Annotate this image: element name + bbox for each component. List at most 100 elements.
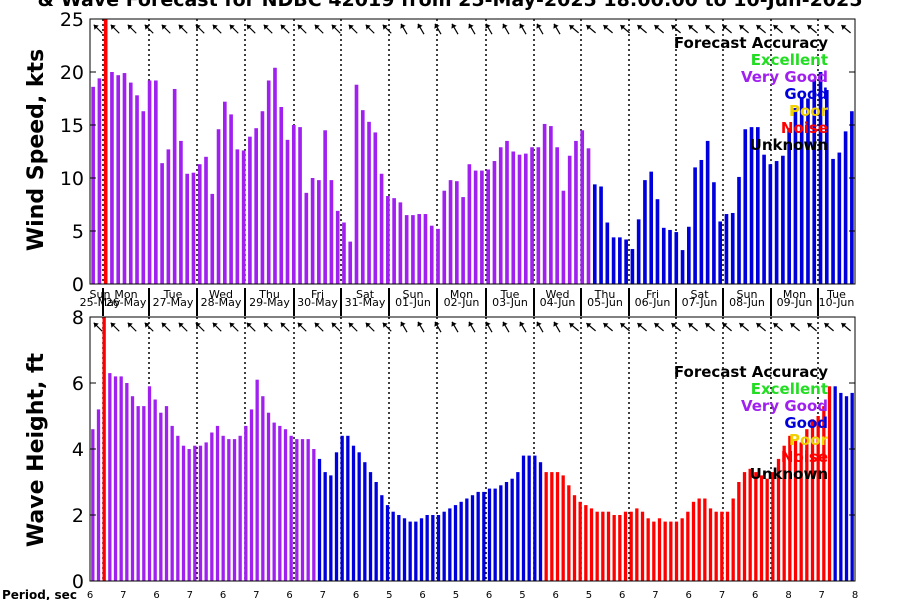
wave-bar bbox=[181, 445, 186, 581]
wave-direction-arrow bbox=[620, 322, 630, 332]
legend-item: Excellent bbox=[751, 51, 828, 69]
period-value: 6 bbox=[619, 590, 625, 600]
period-value: 8 bbox=[785, 590, 791, 600]
legend-item: Poor bbox=[789, 431, 829, 449]
wave-bar bbox=[720, 511, 724, 581]
legend-item: Unknown bbox=[750, 136, 828, 154]
day-date-label: 25-May bbox=[80, 296, 121, 309]
wind-speed-panel: 0 5 10 15 20 25 bbox=[60, 9, 856, 296]
arrow-head bbox=[178, 322, 184, 328]
arrow-head bbox=[519, 321, 525, 327]
wave-direction-arrow bbox=[536, 321, 544, 333]
wave-bar bbox=[606, 511, 611, 581]
wave-bar bbox=[385, 505, 390, 581]
wind-ytick-label: 10 bbox=[60, 168, 84, 190]
arrow-head bbox=[688, 25, 694, 31]
arrow-head bbox=[400, 321, 406, 327]
wind-bar bbox=[342, 222, 346, 284]
wave-bar bbox=[793, 439, 798, 581]
arrow-head bbox=[382, 322, 388, 328]
wave-bar bbox=[164, 406, 169, 581]
wave-bar bbox=[816, 416, 820, 581]
wave-bar bbox=[221, 435, 225, 581]
wind-bar bbox=[712, 182, 716, 284]
arrow-head bbox=[434, 23, 440, 29]
wind-bar bbox=[185, 173, 190, 284]
wave-bar bbox=[113, 376, 118, 581]
wave-bar bbox=[153, 399, 157, 581]
wave-bar bbox=[612, 515, 616, 581]
wave-bar bbox=[312, 449, 316, 581]
wind-bar bbox=[241, 150, 246, 284]
wind-bar bbox=[586, 148, 591, 284]
arrow-head bbox=[212, 24, 218, 30]
wave-direction-arrow bbox=[110, 322, 120, 332]
wind-bar bbox=[398, 202, 403, 284]
wind-direction-arrow bbox=[841, 24, 851, 34]
arrow-head bbox=[841, 25, 847, 31]
arrow-head bbox=[519, 23, 525, 29]
arrow-head bbox=[280, 322, 286, 328]
day-date-label: 08-Jun bbox=[729, 296, 765, 309]
wave-bar bbox=[204, 442, 208, 581]
wave-bar bbox=[108, 373, 112, 581]
wave-bar bbox=[147, 386, 152, 581]
wind-bar bbox=[480, 170, 484, 284]
wave-direction-arrow bbox=[841, 322, 851, 332]
arrow-head bbox=[756, 323, 762, 329]
wind-bar bbox=[248, 136, 252, 284]
wind-bar bbox=[781, 155, 785, 284]
wind-direction-arrow bbox=[195, 24, 205, 34]
wave-bar bbox=[91, 429, 95, 581]
wave-bar bbox=[669, 521, 673, 581]
arrow-head bbox=[451, 23, 457, 29]
wave-bar bbox=[351, 445, 356, 581]
wind-bar bbox=[179, 140, 183, 284]
period-value: 6 bbox=[486, 590, 492, 600]
wave-bar bbox=[391, 511, 395, 581]
period-value: 6 bbox=[87, 590, 93, 600]
wave-direction-arrow bbox=[790, 322, 800, 332]
wave-direction-arrow bbox=[451, 321, 459, 333]
wave-bar bbox=[125, 383, 129, 581]
wave-bar bbox=[561, 475, 565, 581]
period-value: 6 bbox=[220, 590, 226, 600]
wind-bar bbox=[743, 129, 748, 284]
wave-direction-arrow bbox=[93, 322, 103, 332]
wind-ytick-label: 5 bbox=[72, 221, 84, 243]
wind-bar bbox=[455, 181, 459, 284]
wind-bar bbox=[574, 140, 578, 284]
wind-bar bbox=[436, 228, 440, 284]
arrow-head bbox=[127, 322, 133, 328]
wave-bar bbox=[680, 518, 684, 581]
wave-bar bbox=[357, 452, 361, 581]
wind-ytick-label: 20 bbox=[60, 62, 84, 84]
wind-bar bbox=[599, 186, 603, 284]
wave-bar bbox=[748, 468, 752, 581]
legend-title: Forecast Accuracy bbox=[674, 363, 828, 381]
wave-direction-arrow bbox=[212, 322, 222, 332]
wind-direction-arrow bbox=[161, 24, 171, 34]
wind-bar bbox=[154, 80, 158, 284]
wave-bar bbox=[822, 406, 826, 581]
wave-bar bbox=[170, 425, 174, 581]
wind-bar bbox=[329, 180, 334, 284]
arrow-head bbox=[739, 323, 745, 329]
wind-bar bbox=[824, 90, 829, 285]
wind-direction-arrow bbox=[536, 23, 544, 35]
day-date-label: 07-Jun bbox=[682, 296, 718, 309]
wave-direction-arrow bbox=[434, 321, 442, 333]
wind-direction-arrow bbox=[586, 24, 596, 34]
wave-bar bbox=[402, 518, 407, 581]
wave-bar bbox=[278, 425, 282, 581]
wind-bar bbox=[699, 159, 704, 284]
wave-bar bbox=[397, 515, 401, 581]
arrow-head bbox=[110, 24, 116, 30]
arrow-head bbox=[195, 24, 201, 30]
day-date-label: 10-Jun bbox=[819, 296, 855, 309]
period-value: 6 bbox=[286, 590, 292, 600]
wind-bar bbox=[128, 82, 133, 284]
wave-bar bbox=[187, 449, 191, 581]
wind-bar bbox=[360, 110, 365, 284]
wave-bar bbox=[329, 475, 333, 581]
